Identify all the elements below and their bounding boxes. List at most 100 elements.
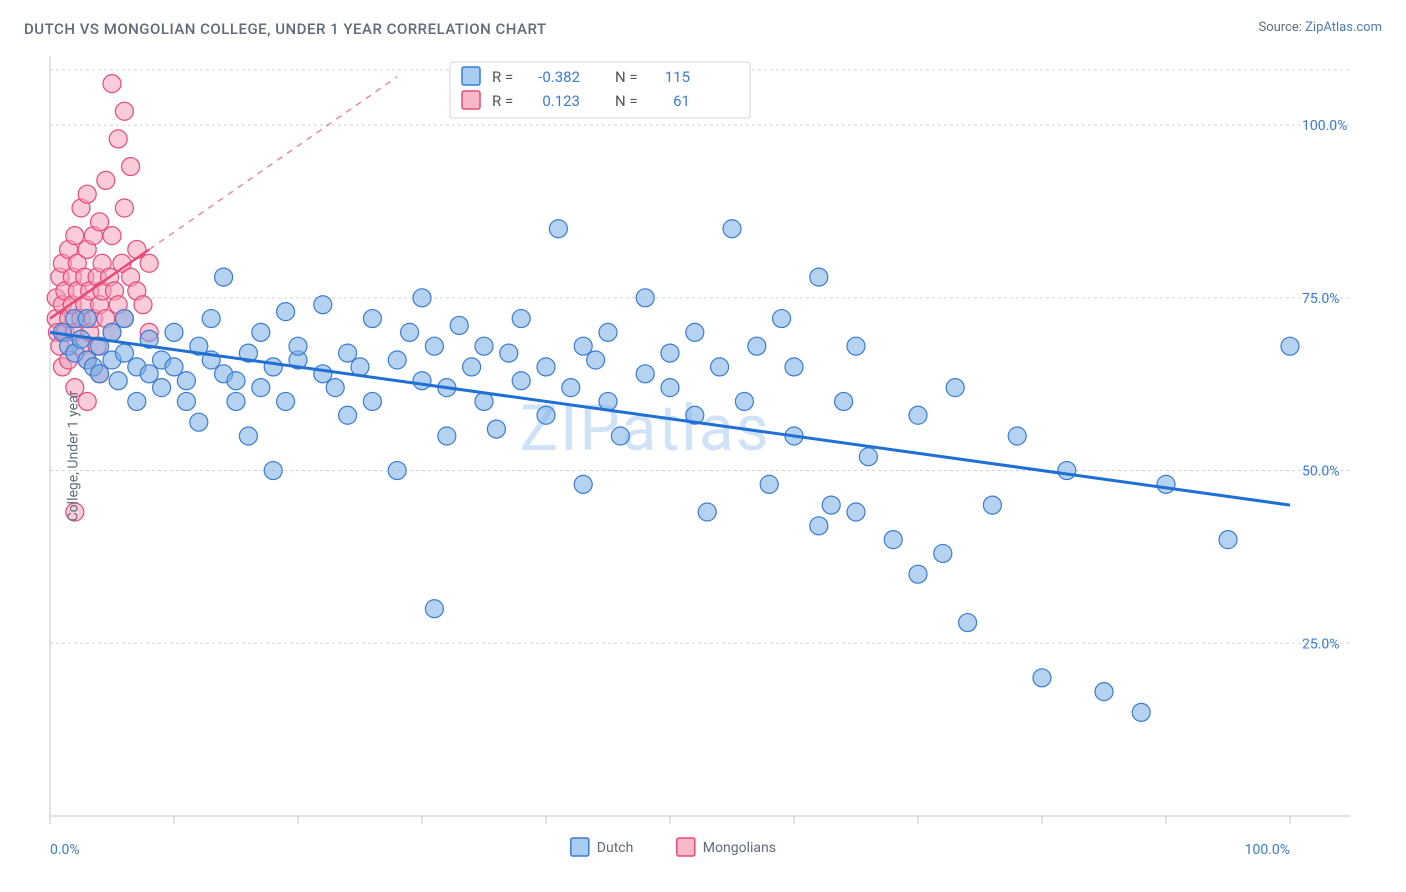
- dutch-point: [562, 379, 580, 397]
- mongolians-point: [97, 171, 115, 189]
- dutch-point: [959, 614, 977, 632]
- dutch-point: [314, 365, 332, 383]
- y-tick-label: 50.0%: [1302, 464, 1340, 480]
- mongolians-point: [103, 227, 121, 245]
- mongolians-point: [115, 102, 133, 120]
- dutch-point: [934, 544, 952, 562]
- dutch-point: [450, 316, 468, 334]
- dutch-point: [698, 503, 716, 521]
- dutch-point: [264, 358, 282, 376]
- dutch-point: [388, 351, 406, 369]
- dutch-point: [735, 392, 753, 410]
- source-attribution: Source: ZipAtlas.com: [1258, 20, 1382, 35]
- dutch-point: [822, 496, 840, 514]
- dutch-point: [859, 448, 877, 466]
- mongolians-point: [66, 227, 84, 245]
- dutch-point: [1132, 703, 1150, 721]
- dutch-point: [277, 392, 295, 410]
- dutch-point: [413, 372, 431, 390]
- dutch-point: [438, 427, 456, 445]
- mongolians-point: [103, 75, 121, 93]
- dutch-point: [425, 600, 443, 618]
- dutch-point: [711, 358, 729, 376]
- dutch-point: [252, 323, 270, 341]
- dutch-point: [363, 310, 381, 328]
- dutch-point: [512, 372, 530, 390]
- dutch-point: [983, 496, 1001, 514]
- legend-stat: 115: [665, 68, 690, 86]
- dutch-point: [512, 310, 530, 328]
- dutch-point: [847, 503, 865, 521]
- dutch-point: [326, 379, 344, 397]
- dutch-point: [847, 337, 865, 355]
- dutch-point: [165, 358, 183, 376]
- x-tick-label: 0.0%: [50, 842, 80, 858]
- chart-title: DUTCH VS MONGOLIAN COLLEGE, UNDER 1 YEAR…: [24, 20, 547, 38]
- dutch-point: [785, 358, 803, 376]
- dutch-point: [500, 344, 518, 362]
- dutch-point: [1219, 531, 1237, 549]
- dutch-point: [339, 406, 357, 424]
- x-tick-label: 100.0%: [1245, 842, 1290, 858]
- source-link[interactable]: ZipAtlas.com: [1305, 20, 1382, 35]
- dutch-point: [760, 475, 778, 493]
- dutch-point: [884, 531, 902, 549]
- legend-stat: R =: [492, 92, 513, 110]
- dutch-point: [363, 392, 381, 410]
- dutch-point: [587, 351, 605, 369]
- dutch-point: [91, 365, 109, 383]
- dutch-point: [289, 337, 307, 355]
- dutch-point: [190, 413, 208, 431]
- y-tick-label: 100.0%: [1302, 118, 1347, 134]
- chart-container: College, Under 1 year 0.0%100.0%25.0%50.…: [0, 46, 1406, 866]
- legend-series-label: Mongolians: [703, 840, 776, 856]
- legend-stat: N =: [615, 68, 638, 86]
- mongolians-point: [78, 185, 96, 203]
- dutch-point: [835, 392, 853, 410]
- dutch-point: [636, 289, 654, 307]
- dutch-point: [1033, 669, 1051, 687]
- dutch-point: [227, 392, 245, 410]
- dutch-point: [78, 310, 96, 328]
- dutch-point: [661, 379, 679, 397]
- dutch-point: [475, 337, 493, 355]
- dutch-point: [1058, 462, 1076, 480]
- scatter-chart: 0.0%100.0%25.0%50.0%75.0%100.0%ZIPatlasR…: [0, 46, 1406, 866]
- dutch-point: [252, 379, 270, 397]
- dutch-point: [723, 220, 741, 238]
- chart-header: DUTCH VS MONGOLIAN COLLEGE, UNDER 1 YEAR…: [0, 0, 1406, 46]
- dutch-point: [425, 337, 443, 355]
- dutch-point: [773, 310, 791, 328]
- mongolians-point: [115, 199, 133, 217]
- dutch-point: [574, 337, 592, 355]
- legend-series-label: Dutch: [597, 840, 634, 856]
- dutch-point: [909, 565, 927, 583]
- source-prefix: Source:: [1258, 20, 1305, 35]
- dutch-point: [599, 323, 617, 341]
- dutch-point: [202, 310, 220, 328]
- dutch-point: [686, 323, 704, 341]
- mongolians-point: [140, 254, 158, 272]
- dutch-point: [215, 268, 233, 286]
- mongolians-point: [134, 296, 152, 314]
- dutch-point: [1157, 475, 1175, 493]
- dutch-point: [537, 358, 555, 376]
- dutch-point: [115, 344, 133, 362]
- legend-stat: 0.123: [542, 92, 580, 110]
- dutch-point: [339, 344, 357, 362]
- dutch-point: [574, 475, 592, 493]
- dutch-point: [388, 462, 406, 480]
- dutch-point: [153, 379, 171, 397]
- dutch-point: [748, 337, 766, 355]
- dutch-point: [537, 406, 555, 424]
- y-tick-label: 75.0%: [1302, 291, 1340, 307]
- y-tick-label: 25.0%: [1302, 636, 1340, 652]
- mongolians-point: [128, 240, 146, 258]
- dutch-point: [277, 303, 295, 321]
- dutch-point: [487, 420, 505, 438]
- dutch-point: [1095, 683, 1113, 701]
- dutch-point: [611, 427, 629, 445]
- dutch-point: [946, 379, 964, 397]
- dutch-point: [109, 372, 127, 390]
- dutch-point: [810, 268, 828, 286]
